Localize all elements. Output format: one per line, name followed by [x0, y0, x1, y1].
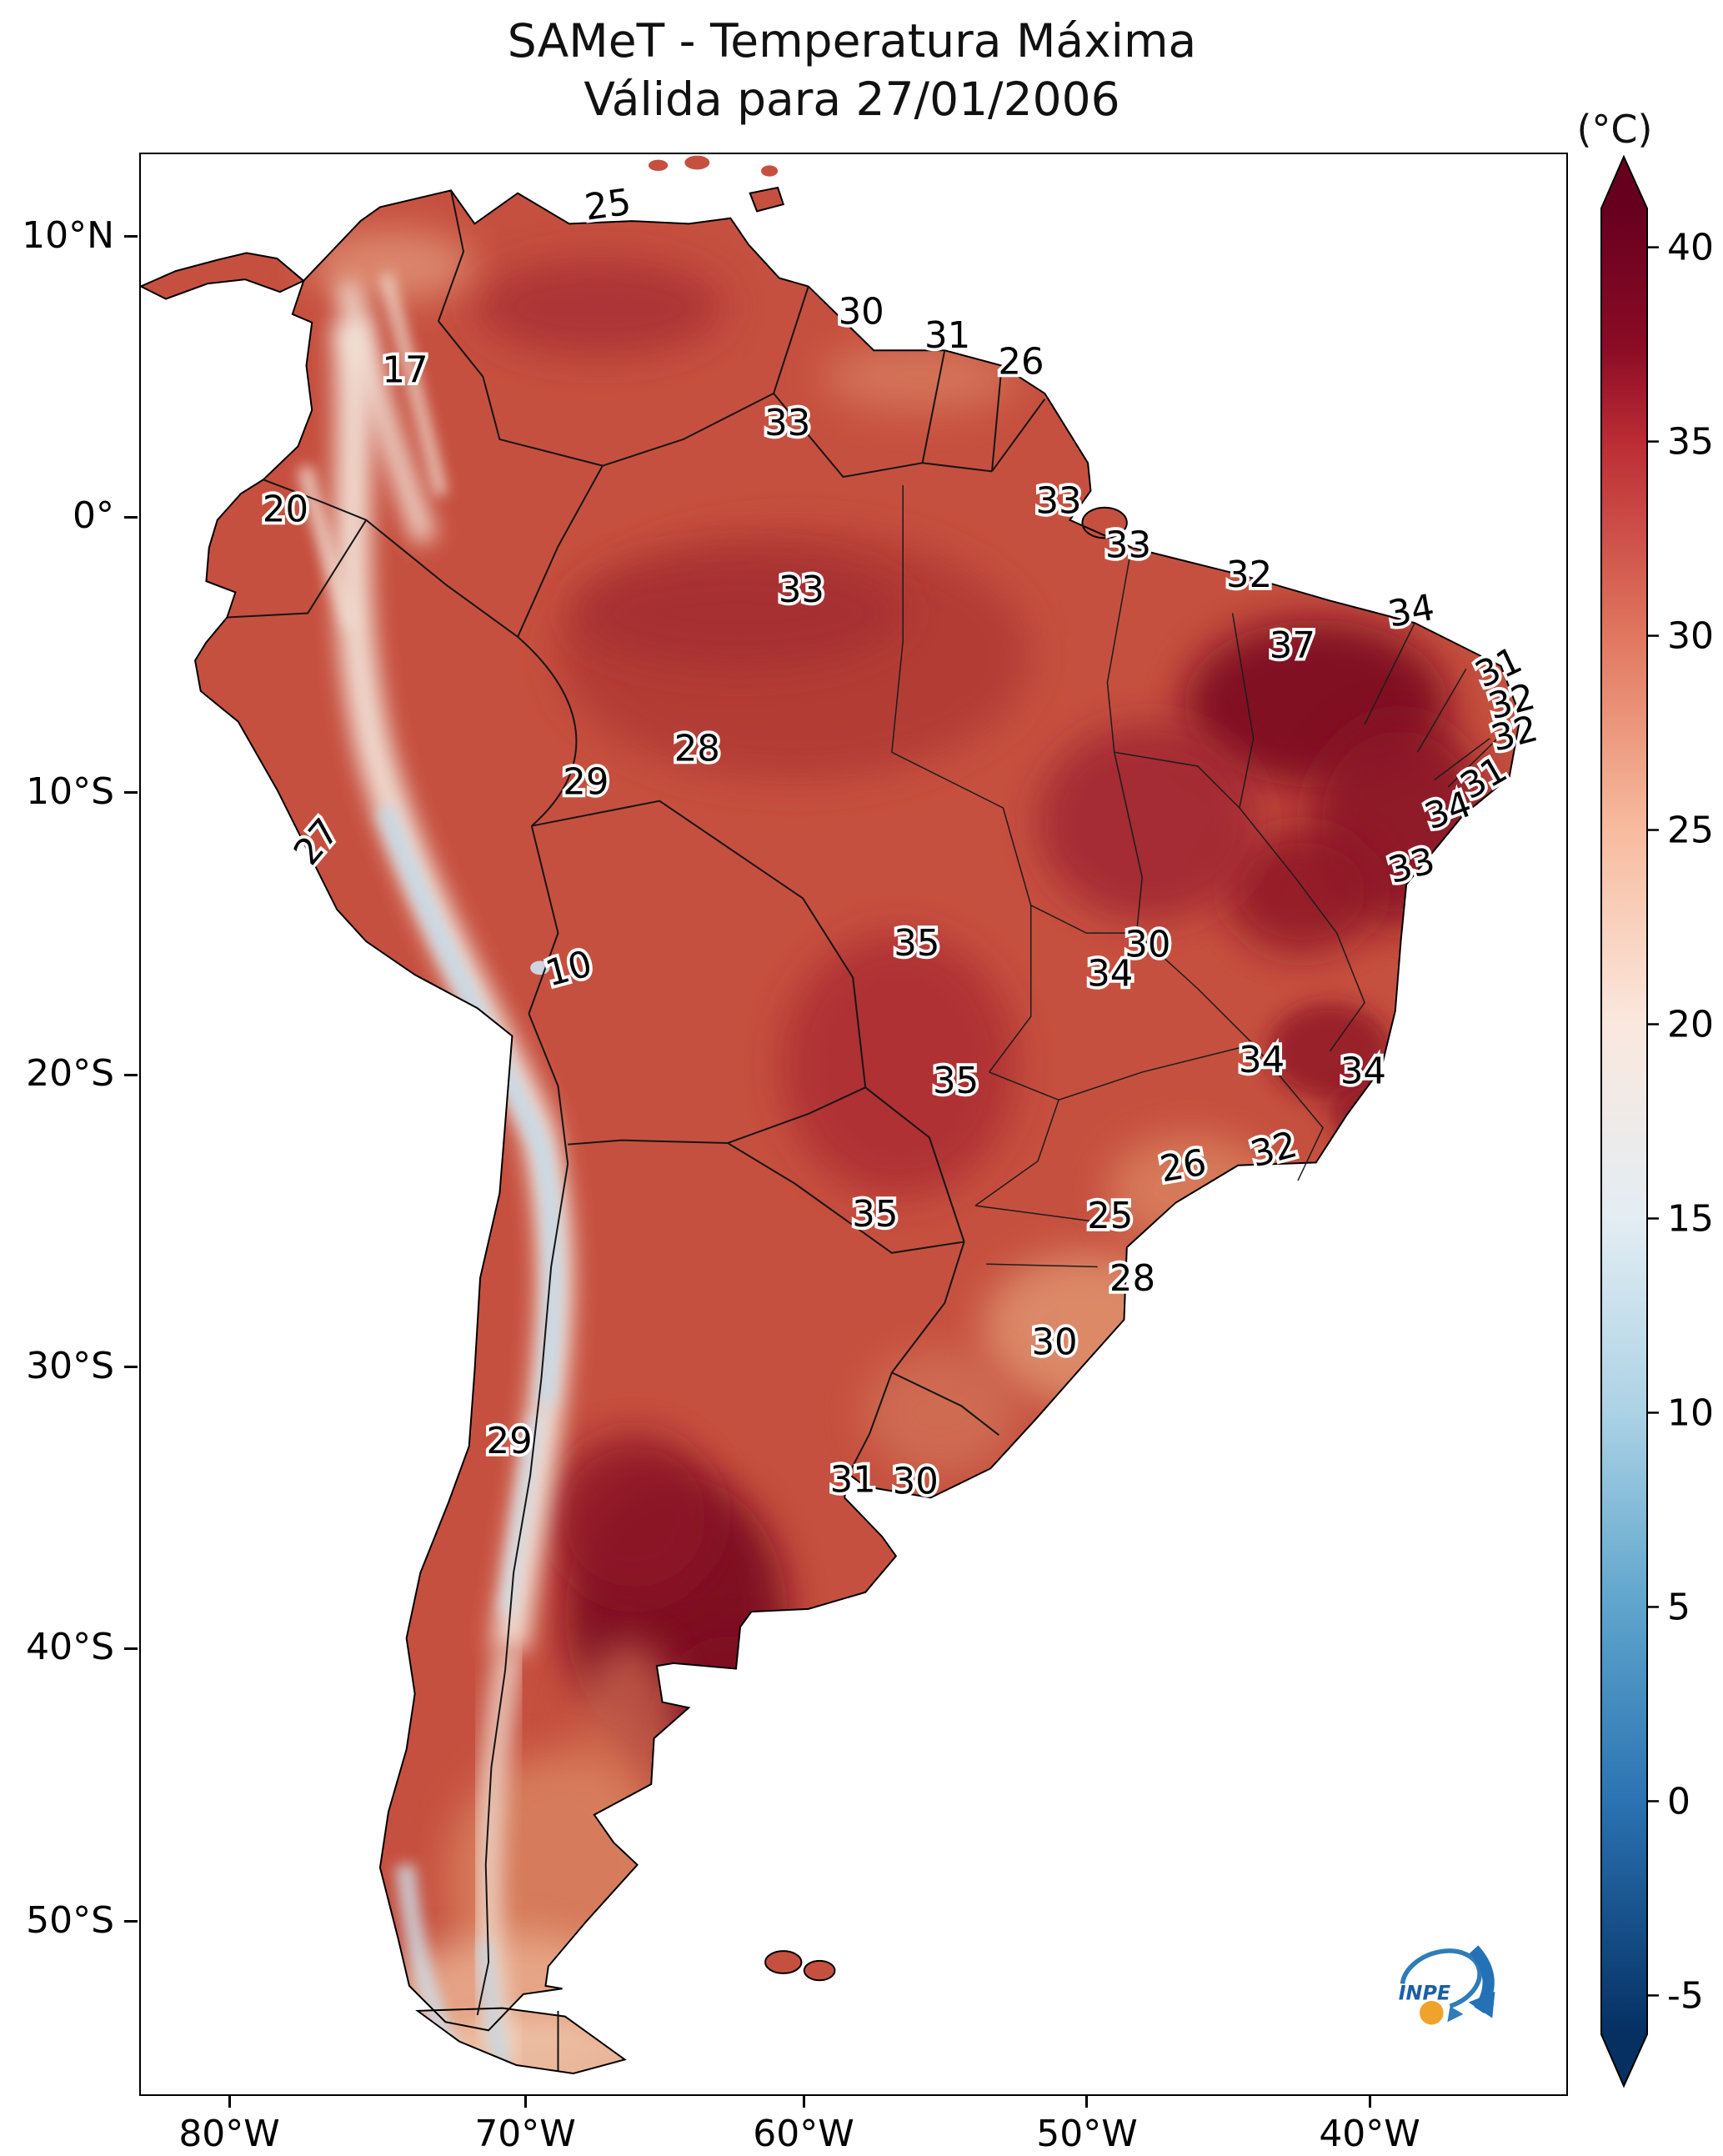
colorbar-tick-label: -5 [1667, 1974, 1704, 2017]
inpe-dot-icon [1420, 2000, 1444, 2025]
temperature-label: 26 [1157, 1142, 1210, 1191]
figure-title: SAMeT - Temperatura Máxima Válida para 2… [139, 12, 1565, 129]
colorbar-tick-label: 10 [1667, 1391, 1714, 1434]
temperature-label: 25 [582, 182, 634, 229]
temperature-label: 34 [1340, 1050, 1386, 1092]
colorbar-tick-label: 25 [1667, 810, 1714, 852]
temperature-label: 34 [1239, 1040, 1285, 1081]
temperature-label: 31 [924, 315, 970, 357]
y-tick-mark [124, 235, 138, 238]
y-tick-label: 50°S [26, 1898, 114, 1942]
colorbar-tick-label: 40 [1667, 227, 1714, 269]
title-line2: Válida para 27/01/2006 [584, 73, 1120, 127]
temperature-label: 25 [1087, 1196, 1133, 1237]
temperature-label: 35 [894, 923, 939, 965]
temperature-label: 30 [1031, 1322, 1077, 1364]
temperature-label: 33 [1035, 480, 1081, 522]
colorbar-unit-label: (°C) [1576, 107, 1653, 152]
temperature-label: 32 [1226, 554, 1272, 596]
colorbar-tick-label: 35 [1667, 421, 1714, 464]
colorbar-tick-label: 5 [1667, 1586, 1690, 1628]
temperature-label: 31 [830, 1460, 876, 1502]
colorbar-bar [1600, 154, 1648, 2088]
colorbar-tick-label: 0 [1667, 1780, 1690, 1823]
inpe-arrowhead-icon [1468, 1991, 1495, 2018]
y-tick-mark [124, 1073, 138, 1076]
x-tick-mark [1085, 2094, 1089, 2108]
y-tick-mark [124, 1647, 138, 1650]
temperature-label: 30 [839, 292, 884, 333]
inpe-text: INPE [1399, 1981, 1450, 2004]
temperature-label: 33 [779, 569, 824, 611]
temperature-label: 17 [382, 350, 428, 392]
temperature-label: 35 [852, 1194, 898, 1236]
inpe-logo: INPE [1399, 1945, 1495, 2025]
y-tick-label: 10°N [22, 213, 114, 257]
map-plot-area: 25 17 30 31 26 33 20 33 33 32 33 34 37 31 32 32 28 31 29 34… [139, 153, 1568, 2096]
y-tick-label: 40°S [26, 1626, 114, 1669]
y-tick-label: 20°S [26, 1052, 114, 1096]
temperature-label: 28 [1109, 1258, 1155, 1300]
coastline [141, 186, 1521, 2074]
x-tick-label: 80°W [178, 2113, 280, 2155]
temperature-label: 30 [893, 1461, 939, 1502]
y-tick-mark [124, 1366, 138, 1369]
temperature-label: 33 [1105, 525, 1151, 567]
colorbar-tick-label: 20 [1667, 1004, 1714, 1046]
colorbar: 40 35 30 25 20 15 10 5 0 -5 [1600, 154, 1714, 2088]
x-tick-label: 40°W [1319, 2113, 1420, 2155]
inpe-swirl-arrowhead-icon [1447, 2006, 1464, 2023]
andes-cold-core [375, 805, 563, 1407]
colorbar-tick-group: 40 35 30 25 20 15 10 5 0 -5 [1647, 227, 1714, 2017]
temperature-field [141, 155, 1520, 2073]
temperature-label: 29 [487, 1421, 533, 1462]
inpe-swirl-icon [1400, 1948, 1482, 2008]
temperature-label: 37 [1270, 625, 1315, 667]
temperature-label: 20 [263, 489, 308, 530]
temperature-label: 34 [1087, 954, 1133, 995]
x-tick-label: 50°W [1036, 2113, 1138, 2155]
temperature-label: 33 [764, 403, 810, 444]
colorbar-tick-label: 15 [1667, 1197, 1714, 1240]
temperature-label: 35 [933, 1060, 979, 1102]
x-tick-mark [523, 2094, 527, 2108]
temperature-label: 30 [1124, 924, 1170, 965]
colorbar-tick-label: 30 [1667, 615, 1714, 658]
temperature-label: 26 [998, 342, 1044, 384]
x-tick-mark [228, 2094, 231, 2108]
temperature-label: 28 [674, 728, 720, 770]
x-tick-mark [1368, 2094, 1371, 2108]
y-tick-label: 0° [73, 494, 114, 537]
y-tick-mark [124, 1920, 138, 1923]
state-borders [891, 485, 1521, 1268]
country-borders [227, 190, 1046, 2071]
y-tick-mark [124, 515, 138, 519]
title-line1: SAMeT - Temperatura Máxima [507, 14, 1197, 68]
x-tick-label: 70°W [474, 2113, 576, 2155]
x-tick-label: 60°W [753, 2113, 854, 2155]
y-tick-label: 30°S [26, 1344, 114, 1387]
y-tick-mark [124, 791, 138, 795]
temperature-label: 34 [1385, 587, 1438, 636]
y-tick-label: 10°S [26, 770, 114, 813]
x-tick-mark [802, 2094, 805, 2108]
temperature-label: 29 [563, 761, 609, 803]
